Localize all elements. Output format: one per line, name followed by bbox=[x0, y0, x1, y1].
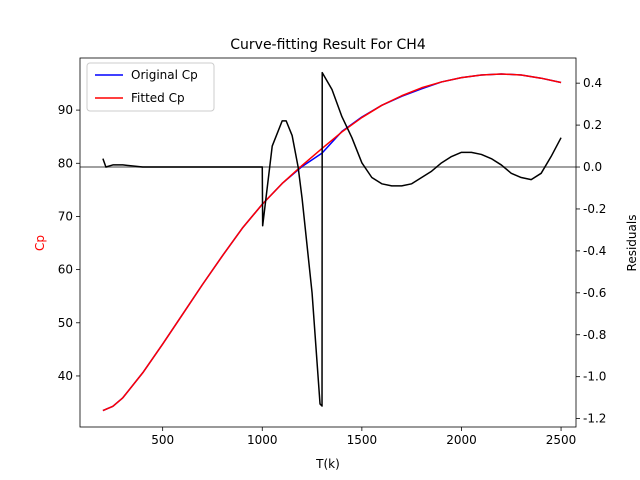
y-left-tick-label: 80 bbox=[58, 156, 73, 170]
y-right-tick-label: -0.8 bbox=[583, 328, 606, 342]
y-left-tick-label: 70 bbox=[58, 209, 73, 223]
series-line-original-cp bbox=[103, 74, 561, 411]
axes: 500 1000 1500 2000 2500 40 50 60 70 80 90 -1.2 -1.0 -… bbox=[58, 58, 607, 447]
y-right-tick-label: -1.2 bbox=[583, 412, 606, 426]
y-right-tick-label: 0.4 bbox=[583, 76, 602, 90]
y-left-tick-label: 40 bbox=[58, 369, 73, 383]
y-right-tick-label: -0.2 bbox=[583, 202, 606, 216]
y-left-tick-label: 50 bbox=[58, 316, 73, 330]
x-tick-label: 2000 bbox=[446, 433, 477, 447]
y-right-tick-label: 0.0 bbox=[583, 160, 602, 174]
x-tick-label: 2500 bbox=[546, 433, 577, 447]
plot-frame bbox=[80, 58, 576, 427]
y-right-tick-label: -0.6 bbox=[583, 286, 606, 300]
y-left-tick-label: 60 bbox=[58, 263, 73, 277]
y-axis-right-label: Residuals bbox=[625, 215, 639, 272]
legend-label-fitted-cp: Fitted Cp bbox=[131, 91, 185, 105]
x-axis-label: T(k) bbox=[315, 457, 340, 471]
y-axis-left-label: Cp bbox=[33, 235, 47, 251]
y-left-tick-label: 90 bbox=[58, 103, 73, 117]
x-tick-label: 1500 bbox=[347, 433, 378, 447]
legend: Original Cp Fitted Cp bbox=[87, 63, 214, 111]
y-right-tick-label: -0.4 bbox=[583, 244, 606, 258]
x-tick-label: 500 bbox=[151, 433, 174, 447]
y-right-tick-label: -1.0 bbox=[583, 370, 606, 384]
series-line-fitted-cp bbox=[103, 74, 561, 411]
y-right-tick-label: 0.2 bbox=[583, 118, 602, 132]
x-tick-label: 1000 bbox=[247, 433, 278, 447]
chart-title: Curve-fitting Result For CH4 bbox=[230, 37, 426, 53]
legend-label-original-cp: Original Cp bbox=[131, 68, 198, 82]
series-line-residuals bbox=[103, 73, 561, 406]
plot-area bbox=[80, 73, 576, 411]
